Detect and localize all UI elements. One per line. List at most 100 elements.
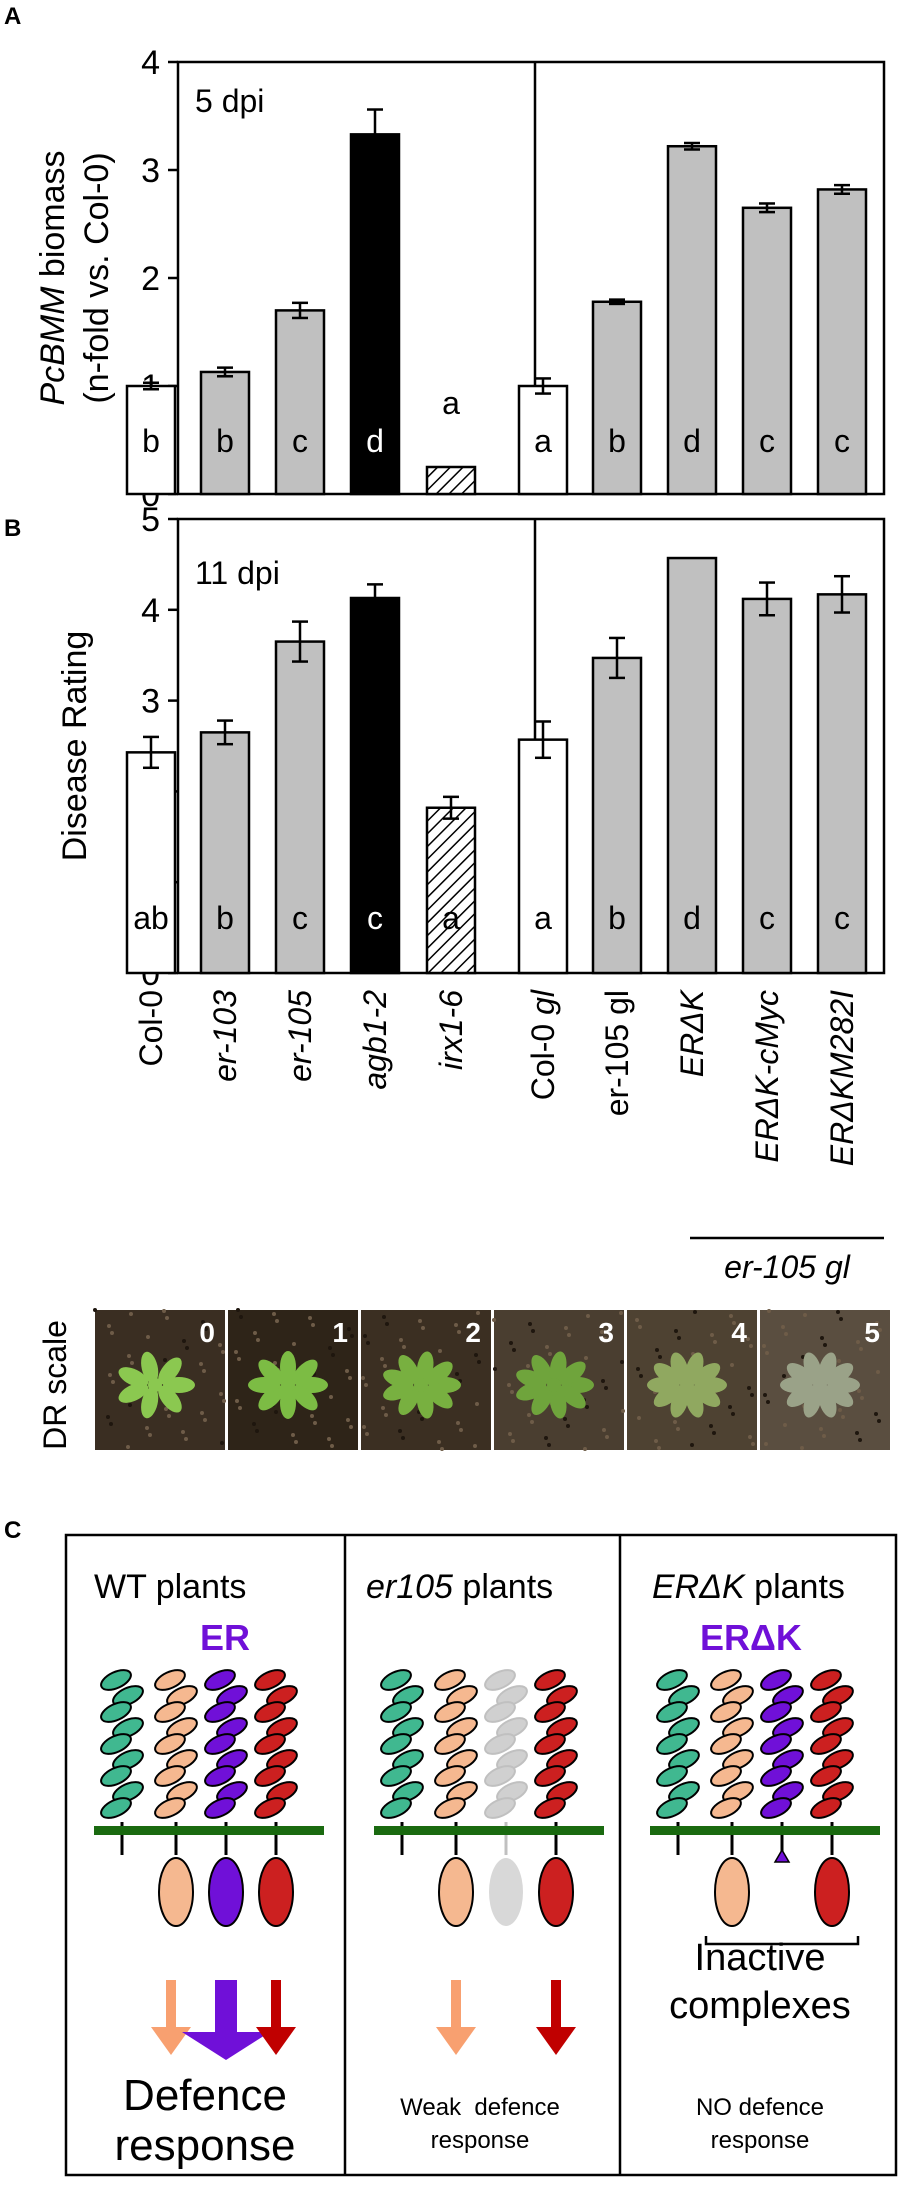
bar xyxy=(816,593,868,975)
significance-letter: b xyxy=(608,423,626,459)
dr-scale-number: 2 xyxy=(465,1317,481,1348)
x-axis-labels: Col-0 er-103 er-105 agb1-2 irx1-6 Col-0 gl er-… xyxy=(133,988,860,1166)
kinase-domain xyxy=(814,1857,850,1927)
complex-bracket xyxy=(704,1936,860,1946)
bracket-label: er-105 gl xyxy=(724,1249,851,1285)
membrane xyxy=(650,1826,880,1835)
panel-letter-b: B xyxy=(4,515,21,542)
receptor-helix xyxy=(254,1669,298,1855)
y-tick-label: 4 xyxy=(141,592,160,630)
caption-wt-line2: response xyxy=(114,2121,295,2170)
dr-scale-number: 1 xyxy=(332,1317,348,1348)
kinase-domain xyxy=(714,1857,750,1927)
chart-a-annotation: 5 dpi xyxy=(195,83,264,119)
bar xyxy=(274,640,326,975)
bar xyxy=(425,806,477,975)
dr-scale-number: 4 xyxy=(731,1317,747,1348)
significance-letter: b xyxy=(216,423,234,459)
receptor-diagrams xyxy=(94,1669,880,2060)
significance-letter: a xyxy=(534,900,552,936)
significance-letter: b xyxy=(216,900,234,936)
er-receptor-label: ER xyxy=(200,1617,250,1658)
receptor-helix xyxy=(760,1669,804,1855)
significance-letter: c xyxy=(759,900,775,936)
bar xyxy=(517,384,569,496)
dr-scale-number: 3 xyxy=(598,1317,614,1348)
signal-arrow xyxy=(451,1980,461,2029)
kinase-domain xyxy=(489,1858,523,1926)
kinase-domain xyxy=(538,1857,574,1927)
bar xyxy=(591,300,643,496)
panel-letter-a: A xyxy=(4,3,21,30)
inactive-line2: complexes xyxy=(669,1985,851,2027)
caption-er105-line1: Weak defence xyxy=(400,2094,560,2121)
significance-letter: a xyxy=(442,385,460,421)
chart-a: 5 dpi PcBMM biomass (n-fold vs. Col-0) 0… xyxy=(34,44,886,514)
caption-wt-line1: Defence xyxy=(123,2071,287,2120)
x-tick-label: Col-0 xyxy=(133,990,169,1066)
y-tick-label: 4 xyxy=(141,44,160,82)
receptor-helix xyxy=(484,1669,528,1855)
dr-photo: 1 xyxy=(228,1308,358,1450)
receptor-helix xyxy=(380,1669,424,1855)
x-tick-label: agb1-2 xyxy=(357,990,393,1090)
bar xyxy=(199,731,251,975)
dr-photo: 4 xyxy=(627,1310,757,1450)
panel-letter-c: C xyxy=(4,1517,21,1544)
significance-letter: a xyxy=(534,423,552,459)
y-tick-label: 3 xyxy=(141,683,160,721)
y-tick-label: 3 xyxy=(141,152,160,190)
dr-photo: 0 xyxy=(93,1308,226,1450)
chart-b-annotation: 11 dpi xyxy=(195,555,280,591)
y-tick-label: 2 xyxy=(141,260,160,298)
x-tick-label: ERΔK xyxy=(674,988,710,1077)
bar xyxy=(741,206,793,496)
bar xyxy=(517,738,569,975)
bar xyxy=(349,133,401,496)
erdk-receptor-label: ERΔK xyxy=(700,1617,802,1658)
x-tick-label: er-105 gl xyxy=(599,990,635,1116)
dr-scale-number: 5 xyxy=(864,1317,880,1348)
receptor-helix xyxy=(710,1669,754,1855)
box-title-er105: er105 plants xyxy=(366,1568,553,1606)
y-tick-label: 5 xyxy=(141,501,160,539)
bar xyxy=(274,309,326,496)
bar xyxy=(349,596,401,975)
significance-letter: c xyxy=(367,900,383,936)
membrane xyxy=(374,1826,604,1835)
x-tick-label: er-105 xyxy=(282,990,318,1082)
receptor-helix xyxy=(656,1669,700,1855)
receptor-helix xyxy=(434,1669,478,1855)
significance-letter: d xyxy=(683,900,701,936)
chart-b-ylabel: Disease Rating xyxy=(56,631,94,862)
bar xyxy=(425,465,477,496)
receptor-helix xyxy=(534,1669,578,1855)
significance-letter: c xyxy=(759,423,775,459)
caption-er105-line2: response xyxy=(431,2127,530,2154)
caption-erdk-line1: NO defence xyxy=(696,2094,824,2121)
significance-letter: c xyxy=(292,900,308,936)
significance-letter: a xyxy=(442,900,460,936)
chart-a-ylabel-line2: (n-fold vs. Col-0) xyxy=(78,152,116,403)
bar xyxy=(666,556,718,975)
receptor-helix xyxy=(154,1669,198,1855)
dr-scale-number: 0 xyxy=(199,1317,215,1348)
significance-letter: b xyxy=(608,900,626,936)
kinase-domain xyxy=(208,1857,244,1927)
panel-c-frame xyxy=(64,1533,898,2177)
dr-photo: 3 xyxy=(492,1310,625,1451)
signal-arrow xyxy=(166,1980,176,2029)
signal-arrow xyxy=(215,1980,237,2034)
kinase-domain xyxy=(158,1857,194,1927)
bar xyxy=(125,751,177,975)
bar xyxy=(666,144,718,496)
signal-arrow xyxy=(551,1980,561,2029)
signal-arrow xyxy=(271,1980,281,2029)
dr-photo: 5 xyxy=(760,1309,890,1450)
box-title-wt: WT plants xyxy=(94,1568,246,1606)
receptor-helix xyxy=(100,1669,144,1855)
x-tick-label: ERΔK-cMyc xyxy=(749,990,785,1163)
significance-letter: ab xyxy=(133,900,169,936)
kinase-domain xyxy=(438,1857,474,1927)
